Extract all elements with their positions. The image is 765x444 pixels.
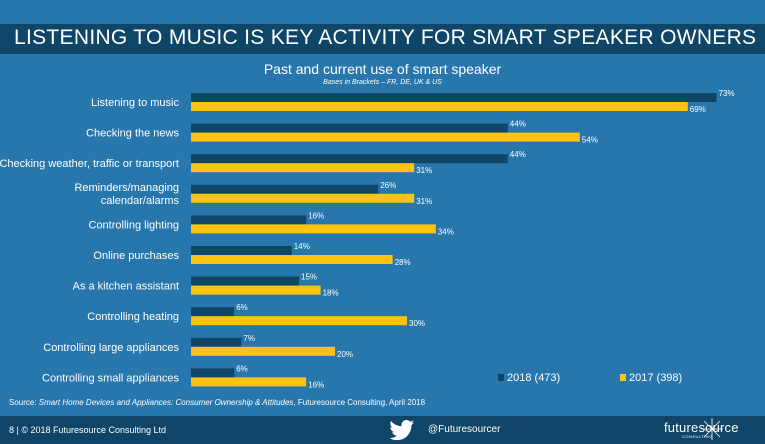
company-logo: futuresource CONSULTING xyxy=(664,418,739,440)
value-label-2017-reminders-managing-calendar-alarms: 31% xyxy=(416,197,432,206)
bar-2018-reminders-managing-calendar-alarms xyxy=(191,184,379,194)
legend-2018: 2018 (473) xyxy=(498,372,560,384)
twitter-bird-icon xyxy=(389,420,415,441)
bar-2017-controlling-small-appliances xyxy=(191,377,307,387)
bar-2017-checking-the-news xyxy=(191,132,580,142)
bar-2017-reminders-managing-calendar-alarms xyxy=(191,193,415,203)
footer-copyright: 8 | © 2018 Futuresource Consulting Ltd xyxy=(9,425,167,435)
page-title: LISTENING TO MUSIC IS KEY ACTIVITY FOR S… xyxy=(14,26,757,49)
legend-swatch-2017 xyxy=(620,374,626,381)
value-label-2017-controlling-lighting: 34% xyxy=(438,227,454,236)
category-label-controlling-large-appliances: Controlling large appliances xyxy=(43,342,179,354)
value-label-2018-online-purchases: 14% xyxy=(294,242,310,251)
bar-2018-checking-weather-traffic-or-transport xyxy=(191,154,508,164)
bar-2017-online-purchases xyxy=(191,255,393,264)
bar-2017-checking-weather-traffic-or-transport xyxy=(191,163,415,173)
category-label-controlling-lighting: Controlling lighting xyxy=(89,219,180,231)
category-label-checking-the-news: Checking the news xyxy=(86,128,179,140)
bar-2018-listening-to-music xyxy=(191,93,717,102)
source-note: Source: Smart Home Devices and Appliance… xyxy=(9,398,425,407)
bar-2017-controlling-lighting xyxy=(191,224,436,234)
value-label-2018-listening-to-music: 73% xyxy=(719,89,735,98)
value-label-2018-controlling-small-appliances: 6% xyxy=(236,364,248,373)
bar-2018-controlling-lighting xyxy=(191,215,307,225)
twitter-handle: @Futuresourcer xyxy=(428,424,501,435)
legend-label-2017: 2017 (398) xyxy=(629,372,683,384)
value-label-2017-listening-to-music: 69% xyxy=(690,105,706,114)
value-label-2018-controlling-heating: 6% xyxy=(236,303,248,312)
bar-2018-controlling-small-appliances xyxy=(191,368,235,378)
bar-2018-controlling-heating xyxy=(191,307,235,317)
bar-2017-as-a-kitchen-assistant xyxy=(191,285,321,295)
source-suffix: , Futuresource Consulting, April 2018 xyxy=(293,398,426,407)
value-label-2018-checking-weather-traffic-or-transport: 44% xyxy=(510,150,526,159)
bar-2018-online-purchases xyxy=(191,246,292,255)
value-label-2018-controlling-large-appliances: 7% xyxy=(243,334,255,343)
category-label-online-purchases: Online purchases xyxy=(93,250,179,262)
value-label-2017-controlling-small-appliances: 16% xyxy=(308,380,324,389)
title-bar: LISTENING TO MUSIC IS KEY ACTIVITY FOR S… xyxy=(0,24,765,54)
value-label-2018-checking-the-news: 44% xyxy=(510,120,526,129)
value-label-2017-checking-weather-traffic-or-transport: 31% xyxy=(416,166,432,175)
bar-2017-listening-to-music xyxy=(191,102,688,111)
footer-bar: 8 | © 2018 Futuresource Consulting Ltd @… xyxy=(0,416,765,444)
legend-label-2018: 2018 (473) xyxy=(507,372,561,384)
value-label-2017-checking-the-news: 54% xyxy=(582,136,598,145)
value-label-2017-controlling-large-appliances: 20% xyxy=(337,350,353,359)
source-prefix: Source: xyxy=(9,398,39,407)
logo-wordmark: futuresource xyxy=(664,420,739,435)
category-label-as-a-kitchen-assistant: As a kitchen assistant xyxy=(73,281,179,293)
source-report-title: Smart Home Devices and Appliances: Consu… xyxy=(38,398,294,407)
category-label-checking-weather-traffic-or-transport: Checking weather, traffic or transport xyxy=(0,158,179,170)
value-label-2018-as-a-kitchen-assistant: 15% xyxy=(301,273,317,282)
bar-2017-controlling-large-appliances xyxy=(191,346,335,356)
bar-2017-controlling-heating xyxy=(191,316,407,326)
bar-2018-controlling-large-appliances xyxy=(191,337,242,347)
legend-2017: 2017 (398) xyxy=(620,372,682,384)
category-label-controlling-small-appliances: Controlling small appliances xyxy=(42,372,179,384)
chart-subtitle: Bases in Brackets – FR, DE, UK & US xyxy=(323,79,442,86)
logo-subtext: CONSULTING xyxy=(682,434,713,439)
value-label-2017-as-a-kitchen-assistant: 18% xyxy=(323,289,339,298)
category-label-listening-to-music: Listening to music xyxy=(91,97,180,109)
category-label-reminders-managing-calendar-alarms: Reminders/managing calendar/alarms xyxy=(74,182,179,207)
bar-2018-checking-the-news xyxy=(191,123,508,133)
value-label-2018-controlling-lighting: 16% xyxy=(308,211,324,220)
legend-swatch-2018 xyxy=(498,374,504,381)
category-label-controlling-heating: Controlling heating xyxy=(87,311,179,323)
value-label-2017-controlling-heating: 30% xyxy=(409,319,425,328)
bar-2018-as-a-kitchen-assistant xyxy=(191,276,299,286)
star-burst-icon xyxy=(701,418,723,440)
value-label-2017-online-purchases: 28% xyxy=(395,258,411,267)
value-label-2018-reminders-managing-calendar-alarms: 26% xyxy=(380,181,396,190)
chart-title: Past and current use of smart speaker xyxy=(263,61,502,77)
bar-chart: Listening to music 73% 69% Checking the new… xyxy=(0,89,735,389)
